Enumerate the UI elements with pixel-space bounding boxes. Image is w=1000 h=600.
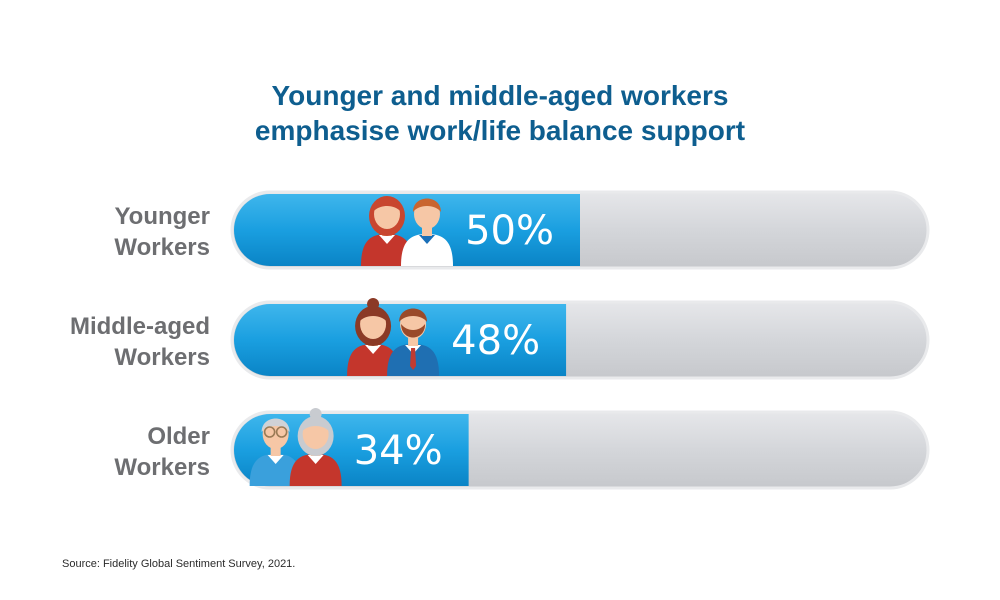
bar — [234, 194, 580, 266]
value-label: 34% — [354, 428, 443, 474]
value-label: 50% — [465, 208, 554, 254]
category-label: Younger — [114, 203, 210, 230]
bar-row: Older Workers 34% — [114, 408, 930, 490]
category-label: Workers — [114, 234, 210, 261]
young-couple-icon — [361, 196, 453, 266]
bar — [234, 304, 567, 376]
category-label: Older — [147, 423, 210, 450]
middle-aged-couple-icon — [347, 298, 440, 376]
category-label: Middle-aged — [70, 313, 210, 340]
bar-row: Middle-aged Workers 48% — [70, 298, 930, 380]
chart-title-line-2: emphasise work/life balance support — [254, 115, 746, 146]
source-note: Source: Fidelity Global Sentiment Survey… — [62, 558, 296, 570]
chart-title: Younger and middle-aged workers emphasis… — [0, 78, 1000, 148]
older-couple-icon — [249, 408, 342, 486]
bar-row: Younger Workers 50% — [114, 190, 930, 270]
chart-title-line-1: Younger and middle-aged workers — [271, 80, 729, 111]
category-label: Workers — [114, 344, 210, 371]
value-label: 48% — [451, 318, 540, 364]
category-label: Workers — [114, 454, 210, 481]
